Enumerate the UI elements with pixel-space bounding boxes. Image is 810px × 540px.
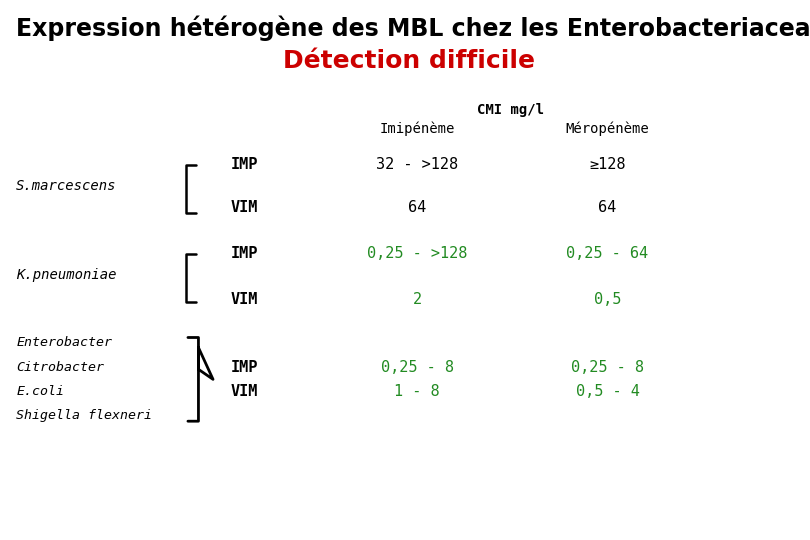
Text: ≥128: ≥128 [589,157,626,172]
Text: Citrobacter: Citrobacter [16,361,104,374]
Text: Enterobacter: Enterobacter [16,336,113,349]
Text: 0,5 - 4: 0,5 - 4 [576,384,639,399]
Text: IMP: IMP [231,246,258,261]
Text: 0,25 - >128: 0,25 - >128 [367,246,467,261]
Text: CMI mg/l: CMI mg/l [477,103,544,117]
Text: 64: 64 [599,200,616,215]
Text: Imipénème: Imipénème [379,122,455,136]
Text: 0,25 - 8: 0,25 - 8 [571,360,644,375]
Text: 64: 64 [408,200,426,215]
Text: VIM: VIM [231,292,258,307]
Text: 32 - >128: 32 - >128 [376,157,458,172]
Text: Shigella flexneri: Shigella flexneri [16,409,152,422]
Text: 0,5: 0,5 [594,292,621,307]
Text: IMP: IMP [231,360,258,375]
Text: Détection difficile: Détection difficile [283,49,535,72]
Text: Méropénème: Méropénème [565,122,650,136]
Text: IMP: IMP [231,157,258,172]
Text: 2: 2 [412,292,422,307]
Text: E.coli: E.coli [16,385,64,398]
Text: 0,25 - 64: 0,25 - 64 [566,246,649,261]
Text: S.marcescens: S.marcescens [16,179,117,193]
Text: 1 - 8: 1 - 8 [394,384,440,399]
Text: K.pneumoniae: K.pneumoniae [16,268,117,282]
Text: VIM: VIM [231,384,258,399]
Text: VIM: VIM [231,200,258,215]
Text: 0,25 - 8: 0,25 - 8 [381,360,454,375]
Text: Expression hétérogène des MBL chez les Enterobacteriaceae: Expression hétérogène des MBL chez les E… [16,15,810,40]
